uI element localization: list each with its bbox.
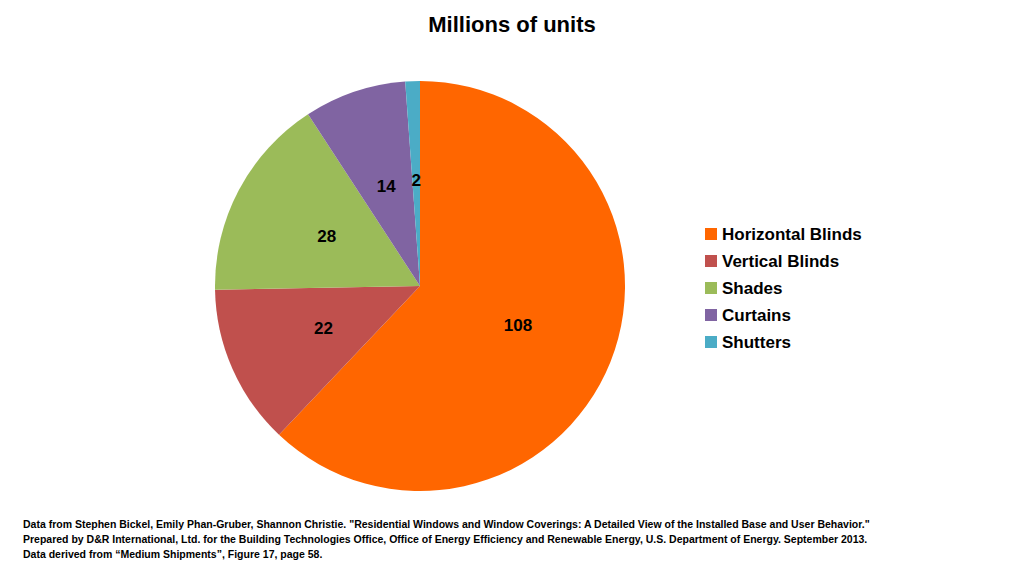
svg-text:Curtains: Curtains: [722, 306, 791, 325]
svg-text:Vertical Blinds: Vertical Blinds: [722, 252, 839, 271]
svg-text:28: 28: [317, 227, 336, 246]
svg-text:Shutters: Shutters: [722, 333, 791, 352]
svg-text:Millions of units: Millions of units: [428, 12, 595, 37]
svg-text:108: 108: [504, 316, 532, 335]
svg-text:Horizontal Blinds: Horizontal Blinds: [722, 225, 862, 244]
svg-text:Data from Stephen Bickel, Emil: Data from Stephen Bickel, Emily Phan-Gru…: [23, 518, 870, 530]
svg-text:Data derived from “Medium Ship: Data derived from “Medium Shipments”, Fi…: [23, 548, 322, 560]
svg-text:22: 22: [314, 319, 333, 338]
svg-text:2: 2: [411, 171, 420, 190]
svg-text:Prepared by D&R International,: Prepared by D&R International, Ltd. for …: [23, 533, 867, 545]
svg-text:14: 14: [377, 177, 396, 196]
svg-text:Shades: Shades: [722, 279, 782, 298]
